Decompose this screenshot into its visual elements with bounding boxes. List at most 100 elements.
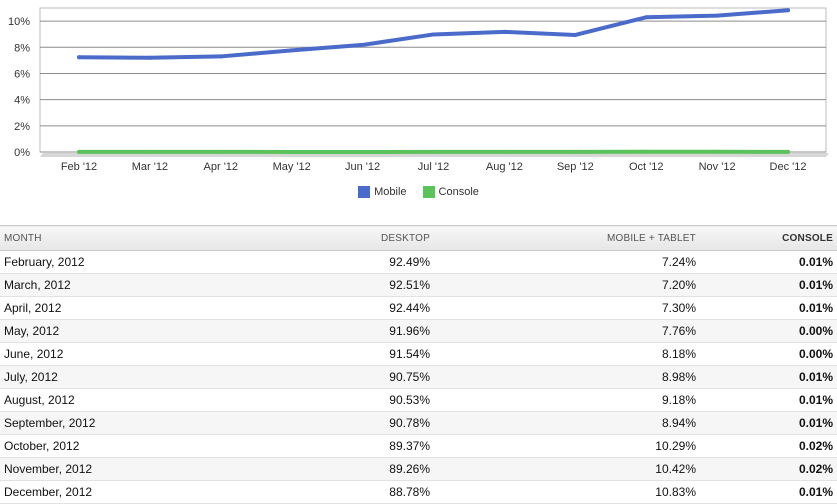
- data-point-console: [573, 150, 577, 154]
- cell-console: 0.01%: [700, 297, 837, 320]
- x-tick-label: Feb '12: [61, 161, 97, 173]
- cell-mobile-tablet: 10.42%: [434, 458, 700, 481]
- y-tick-label: 0%: [14, 147, 30, 159]
- data-point-console: [432, 150, 436, 154]
- legend-label-mobile: Mobile: [374, 186, 406, 198]
- cell-console: 0.02%: [700, 435, 837, 458]
- x-tick-label: Aug '12: [486, 161, 523, 173]
- cell-month: August, 2012: [0, 389, 268, 412]
- cell-month: November, 2012: [0, 458, 268, 481]
- cell-mobile-tablet: 10.83%: [434, 481, 700, 504]
- cell-mobile-tablet: 9.18%: [434, 389, 700, 412]
- cell-mobile-tablet: 8.94%: [434, 412, 700, 435]
- cell-desktop: 90.53%: [268, 389, 434, 412]
- cell-mobile-tablet: 8.18%: [434, 343, 700, 366]
- cell-desktop: 90.78%: [268, 412, 434, 435]
- cell-desktop: 89.37%: [268, 435, 434, 458]
- y-tick-label: 10%: [8, 16, 30, 28]
- x-tick-label: Nov '12: [699, 161, 736, 173]
- table-header-row: MONTH DESKTOP MOBILE + TABLET CONSOLE: [0, 226, 837, 251]
- cell-mobile-tablet: 7.76%: [434, 320, 700, 343]
- cell-console: 0.01%: [700, 412, 837, 435]
- data-point-console: [148, 150, 152, 154]
- x-tick-label: Jul '12: [418, 161, 449, 173]
- cell-month: April, 2012: [0, 297, 268, 320]
- cell-month: July, 2012: [0, 366, 268, 389]
- data-point-console: [219, 150, 223, 154]
- cell-mobile-tablet: 10.29%: [434, 435, 700, 458]
- cell-month: December, 2012: [0, 481, 268, 504]
- data-point-mobile: [644, 15, 648, 19]
- data-point-mobile: [290, 48, 294, 52]
- legend-label-console: Console: [439, 186, 479, 198]
- data-point-mobile: [715, 14, 719, 18]
- x-tick-label: Apr '12: [204, 161, 239, 173]
- data-point-console: [786, 150, 790, 154]
- column-header-desktop[interactable]: DESKTOP: [268, 226, 434, 251]
- x-tick-label: May '12: [273, 161, 311, 173]
- data-point-mobile: [361, 43, 365, 47]
- chart-legend: Mobile Console: [0, 184, 837, 200]
- cell-console: 0.01%: [700, 389, 837, 412]
- data-point-mobile: [219, 54, 223, 58]
- column-header-mobile-tablet[interactable]: MOBILE + TABLET: [434, 226, 700, 251]
- cell-desktop: 92.51%: [268, 274, 434, 297]
- data-point-mobile: [77, 55, 81, 59]
- cell-mobile-tablet: 8.98%: [434, 366, 700, 389]
- cell-month: February, 2012: [0, 251, 268, 274]
- x-tick-label: Mar '12: [132, 161, 168, 173]
- legend-item-console[interactable]: Console: [423, 184, 479, 200]
- legend-item-mobile[interactable]: Mobile: [358, 184, 406, 200]
- y-tick-label: 8%: [14, 42, 30, 54]
- data-point-mobile: [786, 8, 790, 12]
- cell-console: 0.01%: [700, 481, 837, 504]
- x-tick-label: Oct '12: [629, 161, 664, 173]
- column-header-month[interactable]: MONTH: [0, 226, 268, 251]
- data-point-console: [502, 150, 506, 154]
- cell-mobile-tablet: 7.24%: [434, 251, 700, 274]
- stats-table: MONTH DESKTOP MOBILE + TABLET CONSOLE Fe…: [0, 225, 837, 504]
- cell-console: 0.01%: [700, 251, 837, 274]
- cell-console: 0.02%: [700, 458, 837, 481]
- cell-mobile-tablet: 7.30%: [434, 297, 700, 320]
- data-point-console: [290, 150, 294, 154]
- plot-area: [40, 8, 826, 152]
- y-axis-ticks: 0% 2% 4% 6% 8% 10%: [8, 16, 30, 159]
- data-point-mobile: [148, 56, 152, 60]
- column-header-console[interactable]: CONSOLE: [700, 226, 837, 251]
- y-tick-label: 6%: [14, 68, 30, 80]
- data-point-mobile: [432, 32, 436, 36]
- data-point-console: [361, 150, 365, 154]
- cell-console: 0.00%: [700, 320, 837, 343]
- cell-month: October, 2012: [0, 435, 268, 458]
- cell-mobile-tablet: 7.20%: [434, 274, 700, 297]
- cell-desktop: 90.75%: [268, 366, 434, 389]
- legend-swatch-console: [423, 186, 435, 198]
- data-point-console: [715, 150, 719, 154]
- data-point-mobile: [502, 30, 506, 34]
- cell-desktop: 91.96%: [268, 320, 434, 343]
- line-chart: 0% 2% 4% 6% 8% 10% Feb '12 Mar '12 Apr '12 May '…: [0, 0, 837, 212]
- y-tick-label: 4%: [14, 95, 30, 107]
- cell-desktop: 92.49%: [268, 251, 434, 274]
- cell-desktop: 92.44%: [268, 297, 434, 320]
- y-tick-label: 2%: [14, 121, 30, 133]
- x-tick-label: Sep '12: [557, 161, 594, 173]
- cell-month: March, 2012: [0, 274, 268, 297]
- cell-month: September, 2012: [0, 412, 268, 435]
- cell-desktop: 91.54%: [268, 343, 434, 366]
- cell-console: 0.00%: [700, 343, 837, 366]
- legend-swatch-mobile: [358, 186, 370, 198]
